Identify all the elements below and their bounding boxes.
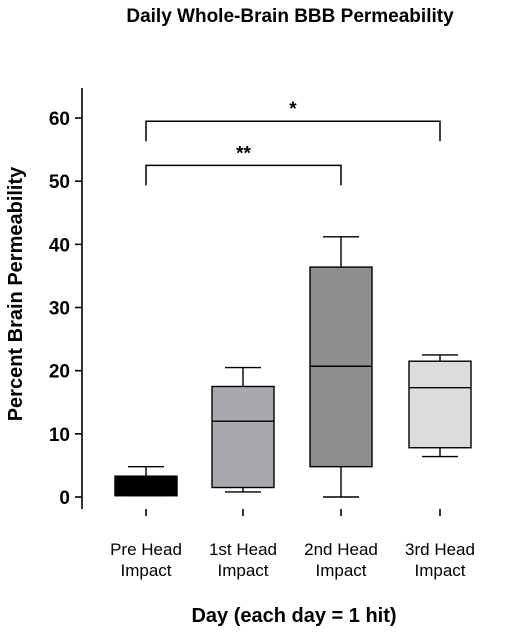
y-tick-label: 40 bbox=[49, 235, 70, 256]
box bbox=[211, 385, 275, 489]
significance-bracket bbox=[145, 164, 342, 186]
x-tick-label: Impact bbox=[315, 561, 366, 580]
y-tick-label: 60 bbox=[49, 109, 70, 130]
x-tick-label: Impact bbox=[120, 561, 171, 580]
box bbox=[408, 360, 472, 449]
significance-label: ** bbox=[236, 143, 251, 164]
y-tick-label: 20 bbox=[49, 362, 70, 383]
y-axis-label: Percent Brain Permeability bbox=[5, 166, 27, 421]
x-axis-label: Day (each day = 1 hit) bbox=[191, 605, 396, 627]
chart-title: Daily Whole-Brain BBB Permeability bbox=[126, 6, 454, 27]
x-tick-label: Impact bbox=[217, 561, 268, 580]
y-tick-label: 0 bbox=[59, 488, 70, 509]
x-tick-label: 3rd Head bbox=[405, 540, 475, 559]
x-tick-label: Pre Head bbox=[110, 540, 182, 559]
x-tick-label: Impact bbox=[414, 561, 465, 580]
plot-area: 0 10 20 30 40 50 60 Pre Head Impact 1st Head Impac… bbox=[49, 88, 475, 580]
x-tick-label: 1st Head bbox=[209, 540, 277, 559]
box bbox=[114, 475, 178, 497]
significance-bracket bbox=[145, 120, 441, 142]
x-tick-label: 2nd Head bbox=[304, 540, 378, 559]
y-tick-label: 10 bbox=[49, 425, 70, 446]
y-tick-label: 30 bbox=[49, 299, 70, 320]
significance-label: * bbox=[289, 99, 297, 120]
y-tick-label: 50 bbox=[49, 172, 70, 193]
